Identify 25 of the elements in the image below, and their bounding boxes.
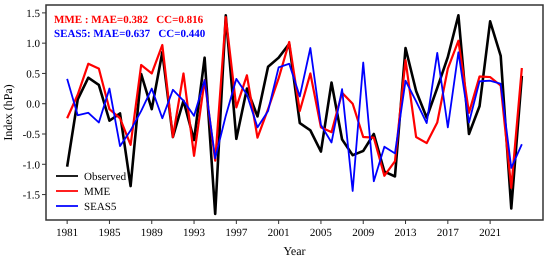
- x-tick-label: 1981: [56, 227, 78, 239]
- y-tick-label: -1.5: [22, 190, 40, 202]
- x-tick-label: 2005: [310, 227, 332, 239]
- y-tick-label: 1.0: [26, 38, 40, 50]
- legend-label: Observed: [84, 171, 127, 183]
- annotation: MME : MAE=0.382 CC=0.816: [54, 14, 204, 26]
- x-tick-label: 1997: [225, 227, 248, 239]
- legend-label: MME: [84, 186, 111, 198]
- y-tick-label: -0.5: [22, 129, 40, 141]
- y-tick-label: 0.0: [26, 98, 40, 111]
- x-tick-label: 2001: [268, 227, 290, 239]
- x-tick-label: 2013: [394, 227, 418, 239]
- x-tick-label: 1989: [140, 227, 164, 239]
- x-tick-label: 1985: [98, 227, 121, 239]
- x-axis-title: Year: [283, 244, 306, 258]
- annotation: SEAS5: MAE=0.637 CC=0.440: [54, 28, 206, 40]
- x-tick-label: 1993: [183, 227, 206, 239]
- y-tick-label: 1.5: [26, 8, 40, 20]
- x-tick-label: 2021: [479, 227, 502, 239]
- legend-label: SEAS5: [84, 201, 117, 213]
- y-tick-label: -1.0: [22, 159, 40, 172]
- x-tick-label: 2009: [352, 227, 375, 239]
- y-tick-label: 0.5: [26, 68, 40, 80]
- x-tick-label: 2017: [436, 227, 460, 239]
- y-axis-title: Index (hPa): [1, 84, 15, 141]
